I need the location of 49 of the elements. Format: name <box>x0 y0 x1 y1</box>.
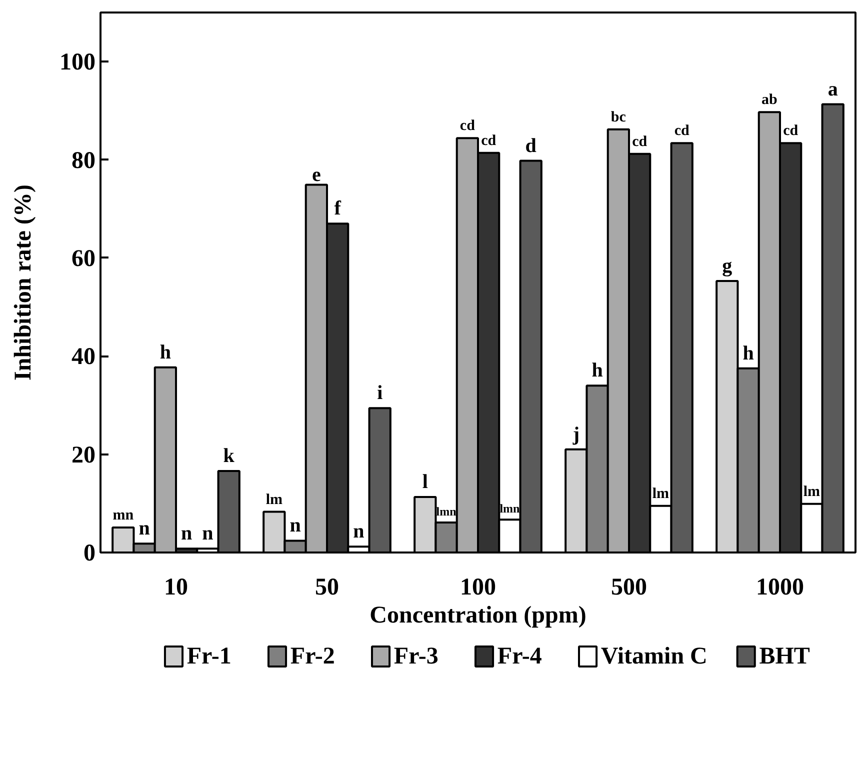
data-label: cd <box>460 118 476 134</box>
data-label: l <box>422 471 428 494</box>
data-label: mn <box>112 507 134 524</box>
x-tick-label: 1000 <box>756 574 804 600</box>
legend-label: Fr-4 <box>497 644 542 670</box>
y-tick-label: 100 <box>60 50 96 76</box>
data-label: n <box>181 522 192 545</box>
data-label: lmn <box>436 504 457 519</box>
data-label: cd <box>632 134 648 150</box>
data-label: h <box>160 341 171 364</box>
legend-label: Fr-1 <box>186 644 232 670</box>
legend-label: Fr-2 <box>290 644 335 670</box>
data-label: lmn <box>500 502 520 516</box>
data-label: g <box>722 255 732 278</box>
data-label: h <box>592 360 603 382</box>
data-label: bc <box>610 109 626 126</box>
data-label: k <box>223 445 236 468</box>
data-label: cd <box>481 132 497 149</box>
y-tick-label: 0 <box>84 540 96 566</box>
x-tick-label: 500 <box>611 574 647 600</box>
data-label: n <box>202 522 214 545</box>
x-tick-label: 50 <box>315 574 339 600</box>
data-label: cd <box>674 123 690 140</box>
data-label: h <box>742 342 754 364</box>
data-label: j <box>572 423 580 446</box>
x-tick-label: 100 <box>460 574 496 600</box>
y-tick-label: 80 <box>72 148 96 174</box>
legend-label: Vitamin C <box>600 644 708 670</box>
data-label: lm <box>266 492 283 508</box>
y-tick-label: 40 <box>72 344 96 370</box>
data-label: lm <box>652 486 670 502</box>
data-label: e <box>312 164 321 186</box>
data-label: lm <box>803 484 821 500</box>
x-axis-title: Concentration (ppm) <box>370 602 586 628</box>
y-axis-title: Inhibition rate (%) <box>10 184 36 381</box>
data-label: n <box>138 518 150 540</box>
y-tick-label: 20 <box>72 442 96 468</box>
y-tick-label: 60 <box>72 246 96 272</box>
x-tick-label: 10 <box>164 574 188 600</box>
data-label: d <box>525 134 536 157</box>
legend-label: Fr-3 <box>394 644 438 670</box>
data-label: i <box>377 382 384 404</box>
legend-label: BHT <box>759 644 810 670</box>
data-label: n <box>353 520 364 543</box>
data-label: ab <box>762 92 778 108</box>
data-label: n <box>290 514 301 537</box>
data-label: cd <box>783 123 799 140</box>
data-label: a <box>828 78 838 100</box>
data-label: f <box>334 198 342 220</box>
